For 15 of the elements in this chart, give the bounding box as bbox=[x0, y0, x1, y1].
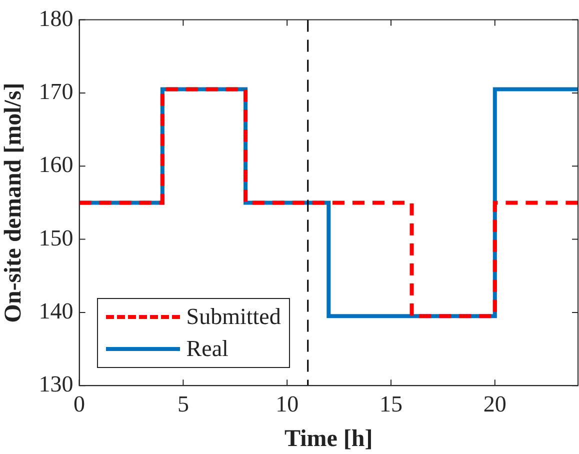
x-tick-label: 5 bbox=[177, 391, 189, 416]
y-tick-label: 180 bbox=[38, 6, 74, 31]
x-tick-label: 0 bbox=[74, 391, 86, 416]
y-tick-label: 170 bbox=[38, 79, 74, 104]
y-tick-label: 140 bbox=[38, 298, 74, 324]
x-tick-label: 15 bbox=[379, 391, 402, 416]
legend-label: Submitted bbox=[186, 304, 281, 330]
y-axis-title: On-site demand [mol/s] bbox=[0, 82, 27, 323]
legend-label: Real bbox=[186, 336, 228, 362]
x-tick-label: 20 bbox=[483, 391, 506, 416]
y-tick-label: 150 bbox=[38, 225, 74, 250]
y-tick-label: 130 bbox=[38, 372, 74, 397]
x-axis-title: Time [h] bbox=[284, 426, 373, 452]
x-tick-label: 10 bbox=[276, 391, 299, 416]
y-tick-label: 160 bbox=[38, 152, 74, 178]
